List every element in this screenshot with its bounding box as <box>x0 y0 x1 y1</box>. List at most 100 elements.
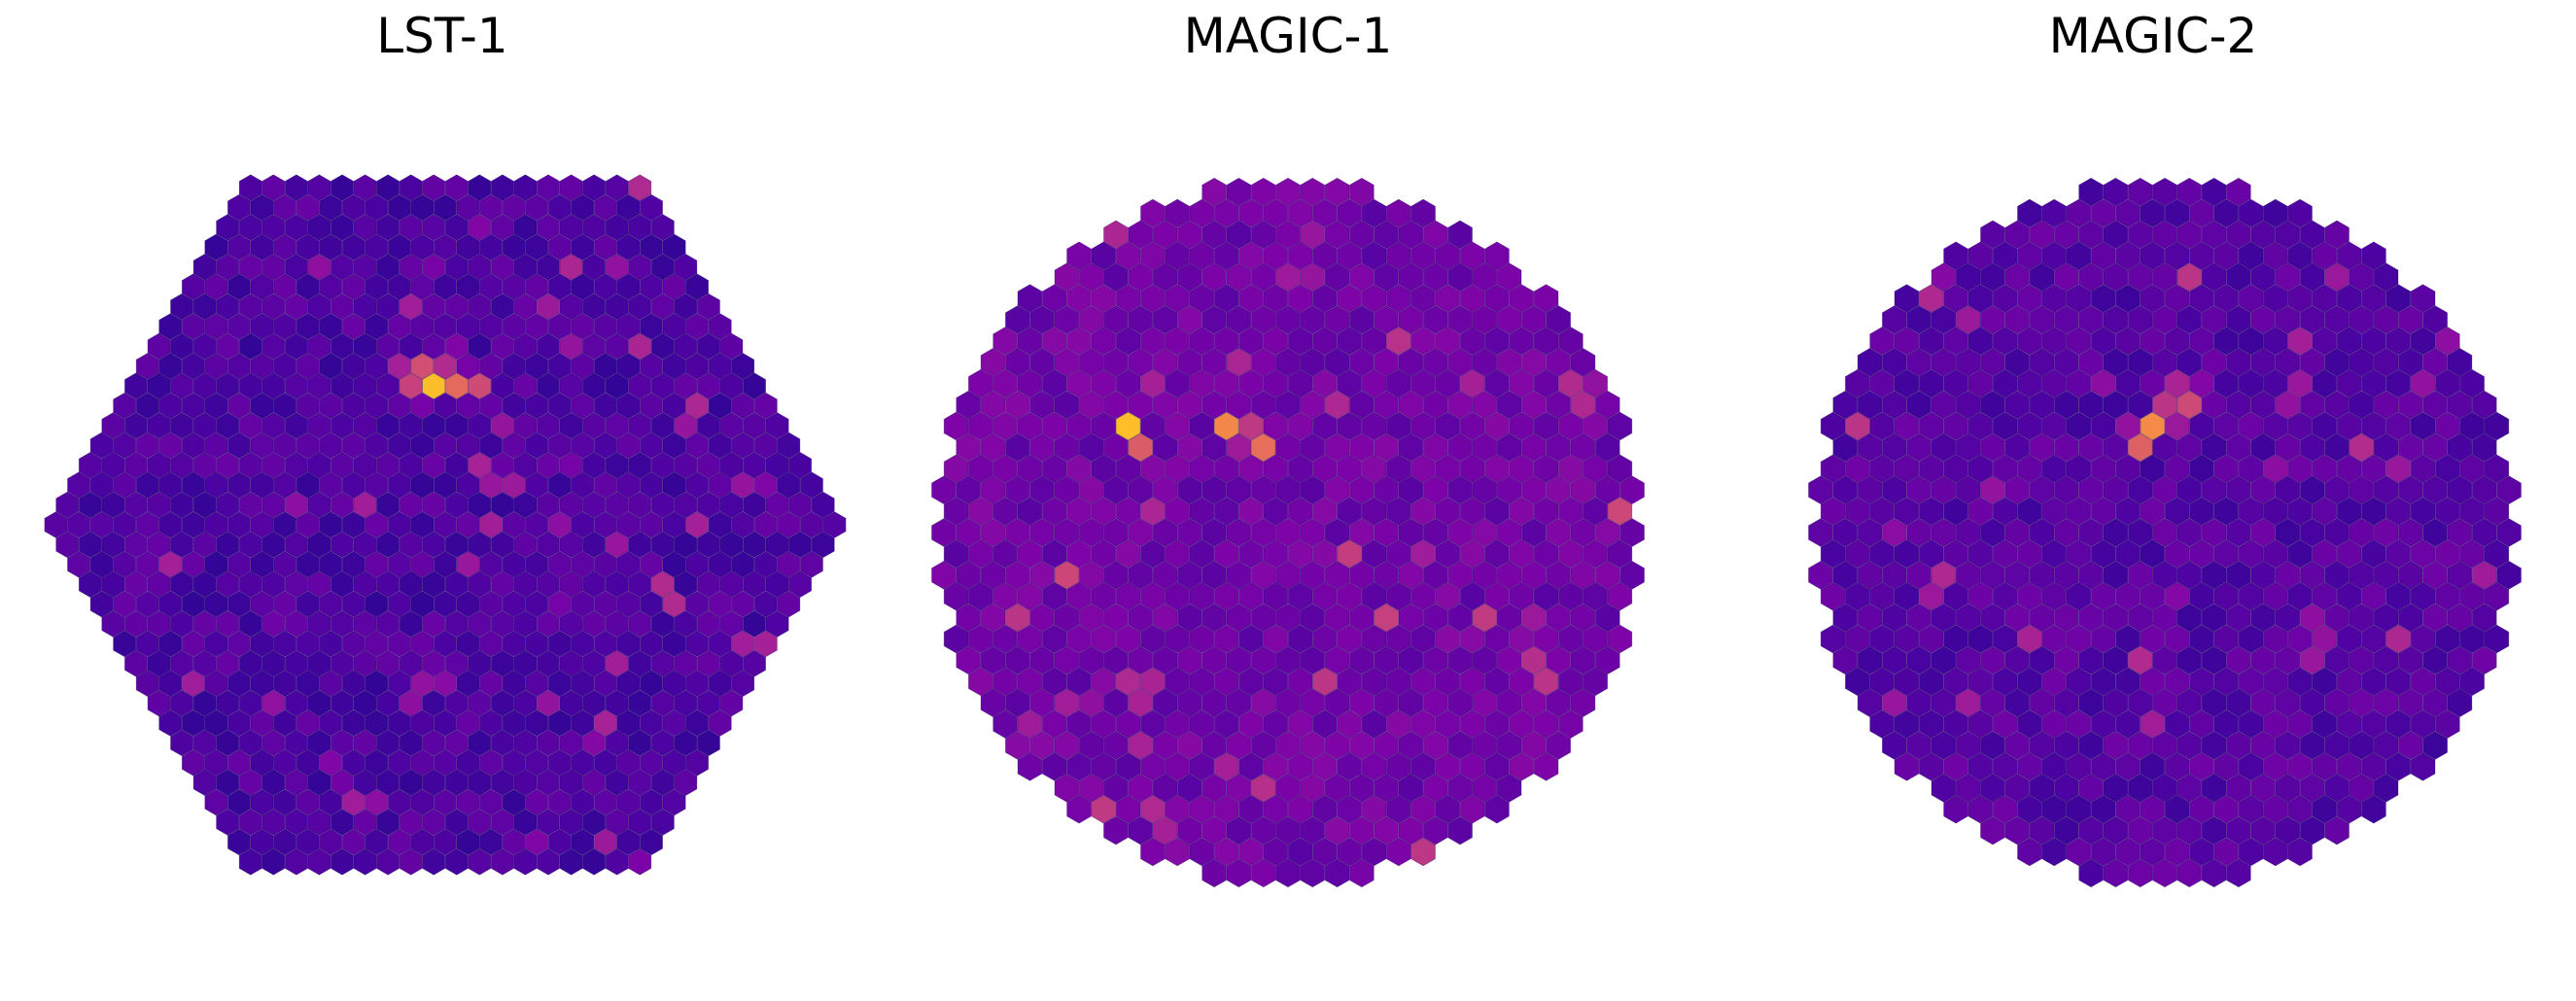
magic2-pixel <box>2349 773 2375 803</box>
lst1-pixel <box>113 471 137 500</box>
lst1-pixel <box>204 590 228 618</box>
magic2-pixel <box>2385 709 2412 739</box>
lst1-pixel <box>226 352 252 380</box>
magic1-pixel <box>1201 518 1228 547</box>
lst1-pixel <box>353 809 377 836</box>
magic1-pixel <box>1583 539 1608 569</box>
magic1-camera-panel: MAGIC-1 <box>875 0 1701 1001</box>
lst1-pixel <box>124 451 149 479</box>
magic2-pixel <box>2053 518 2079 547</box>
magic2-pixel <box>2029 432 2055 463</box>
magic2-pixel <box>2287 794 2313 824</box>
lst1-pixel <box>204 471 228 500</box>
magic1-pixel <box>968 497 993 526</box>
magic2-pixel <box>2373 262 2399 293</box>
magic1-pixel <box>1348 560 1375 590</box>
magic1-pixel <box>1152 603 1178 633</box>
magic2-pixel <box>2066 327 2092 356</box>
lst1-pixel <box>490 491 514 519</box>
magic2-pixel <box>1832 645 1859 675</box>
magic1-pixel <box>1361 411 1387 441</box>
magic1-pixel <box>1410 581 1436 611</box>
magic1-pixel <box>1115 794 1141 824</box>
magic1-pixel <box>1361 497 1387 526</box>
magic1-pixel <box>1165 837 1191 867</box>
magic1-pixel <box>1029 560 1056 590</box>
magic1-pixel <box>1263 709 1289 739</box>
magic1-pixel <box>1275 475 1301 505</box>
magic1-pixel <box>1017 752 1043 781</box>
lst1-pixel <box>547 431 572 460</box>
magic1-pixel <box>1496 773 1522 803</box>
magic2-pixel <box>2152 305 2177 334</box>
magic2-pixel <box>2324 347 2350 377</box>
magic1-pixel <box>1152 432 1178 463</box>
magic2-pixel <box>2140 497 2166 526</box>
magic2-pixel <box>2373 645 2399 675</box>
magic2-pixel <box>2115 709 2141 739</box>
magic2-pixel <box>2410 327 2436 356</box>
lst1-pixel <box>444 769 469 797</box>
magic2-pixel <box>1894 454 1920 484</box>
magic2-pixel <box>2164 752 2190 781</box>
magic1-pixel <box>1152 560 1178 590</box>
magic2-pixel <box>2053 390 2079 420</box>
lst1-pixel <box>468 729 492 757</box>
magic2-pixel <box>2373 560 2399 590</box>
magic2-pixel <box>2115 497 2141 526</box>
lst1-pixel <box>547 392 572 420</box>
lst1-pixel <box>307 174 331 202</box>
lst1-pixel <box>525 471 549 500</box>
magic1-pixel <box>1509 624 1535 654</box>
lst1-pixel <box>170 332 194 361</box>
lst1-pixel <box>204 431 228 460</box>
magic2-pixel <box>2176 560 2203 590</box>
magic2-pixel <box>2287 497 2313 526</box>
magic2-pixel <box>2336 327 2362 356</box>
lst1-pixel <box>376 451 400 479</box>
magic2-pixel <box>2152 475 2177 505</box>
magic1-pixel <box>1189 709 1215 739</box>
lst1-pixel <box>216 412 240 439</box>
magic2-pixel <box>2287 709 2313 739</box>
lst1-pixel <box>525 431 549 460</box>
lst1-pixel <box>170 372 194 400</box>
lst1-pixel <box>490 412 514 439</box>
lst1-pixel <box>765 491 789 519</box>
lst1-pixel <box>559 214 583 241</box>
magic2-pixel <box>2103 645 2129 675</box>
lst1-pixel <box>147 372 171 400</box>
lst1-pixel <box>628 809 652 836</box>
magic1-pixel <box>980 432 1006 463</box>
magic2-pixel <box>2238 368 2264 398</box>
lst1-pixel <box>685 709 710 737</box>
lst1-pixel <box>593 828 617 856</box>
lst1-pixel <box>399 809 423 836</box>
lst1-pixel <box>777 590 801 618</box>
lst1-pixel <box>571 630 595 658</box>
magic1-pixel <box>1472 560 1498 590</box>
magic1-pixel <box>1533 368 1559 398</box>
lst1-pixel <box>330 610 355 638</box>
magic2-pixel <box>1918 709 1944 739</box>
lst1-pixel <box>788 531 813 559</box>
magic1-pixel <box>1165 284 1191 313</box>
lst1-pixel <box>685 392 710 420</box>
magic1-pixel <box>1619 560 1645 590</box>
magic1-pixel <box>1287 837 1313 867</box>
lst1-pixel <box>513 214 538 241</box>
lst1-pixel <box>387 828 411 856</box>
lst1-pixel <box>365 788 389 816</box>
lst1-pixel <box>78 531 102 559</box>
lst1-pixel <box>67 511 91 538</box>
lst1-pixel <box>468 491 492 519</box>
magic2-pixel <box>2398 560 2423 590</box>
magic1-pixel <box>1570 432 1596 463</box>
lst1-pixel <box>410 431 435 460</box>
magic1-pixel <box>1078 475 1104 505</box>
lst1-pixel <box>605 372 629 400</box>
magic2-pixel <box>2127 262 2153 293</box>
magic2-pixel <box>2103 688 2129 718</box>
magic1-pixel <box>968 368 993 398</box>
magic1-pixel <box>1165 497 1191 526</box>
